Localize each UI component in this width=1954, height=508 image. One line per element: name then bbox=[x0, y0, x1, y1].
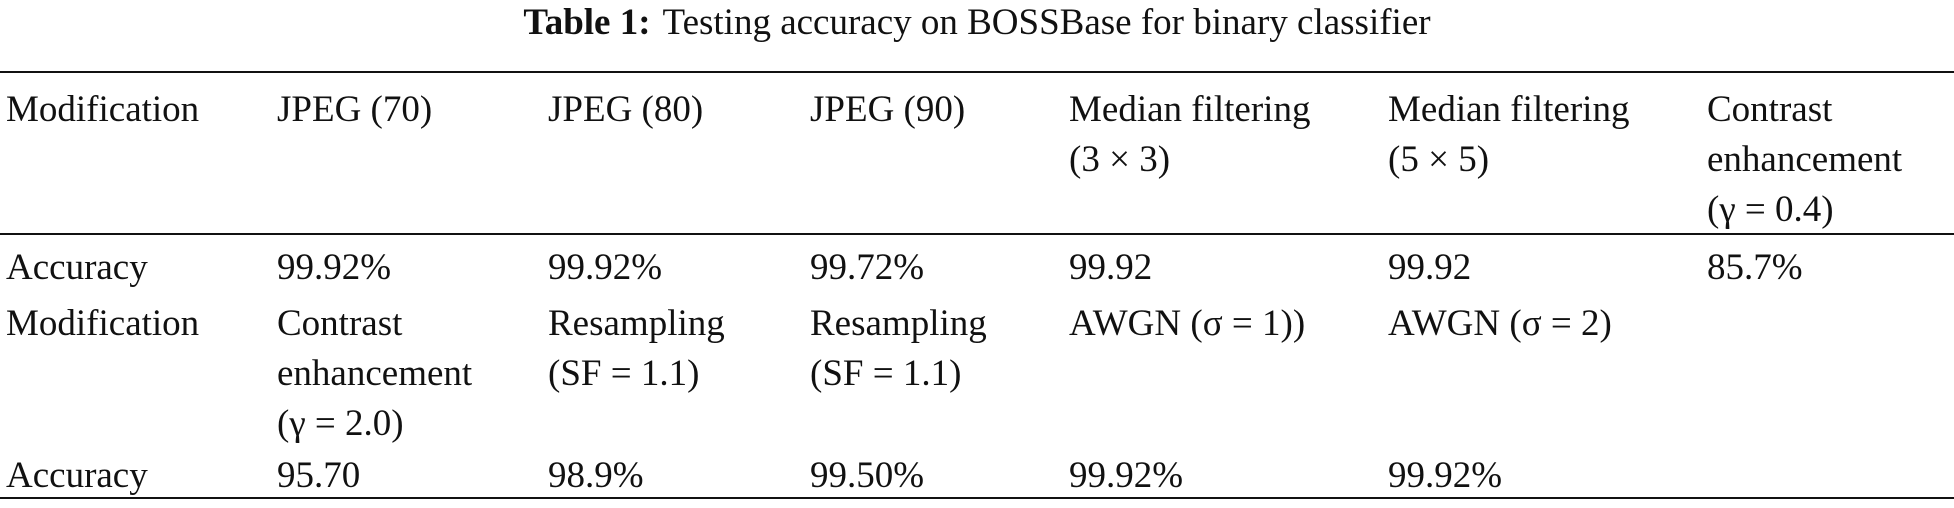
cell-text: 99.92% bbox=[1069, 455, 1184, 496]
cell-text: (5 × 5) bbox=[1388, 139, 1490, 180]
cell-text: AWGN (σ = 2) bbox=[1388, 303, 1612, 344]
cell-text: 99.72% bbox=[810, 247, 925, 288]
cell-text: 98.9% bbox=[548, 455, 644, 496]
top-rule bbox=[0, 71, 1954, 73]
cell-text: (3 × 3) bbox=[1069, 139, 1171, 180]
cell-text: JPEG (90) bbox=[810, 89, 966, 130]
caption-text: Testing accuracy on BOSSBase for binary … bbox=[662, 2, 1431, 43]
cell-text: Modification bbox=[6, 89, 200, 130]
caption-label: Table 1: bbox=[523, 2, 651, 43]
cell-text: JPEG (80) bbox=[548, 89, 704, 130]
bottom-rule bbox=[0, 497, 1954, 499]
cell-text: (SF = 1.1) bbox=[810, 353, 962, 394]
cell-text: 99.92% bbox=[548, 247, 663, 288]
cell-text: 99.92 bbox=[1069, 247, 1153, 288]
cell-text: Accuracy bbox=[6, 247, 148, 288]
cell-text: enhancement bbox=[277, 353, 473, 394]
cell-text: Median filtering bbox=[1069, 89, 1311, 130]
cell-text: 99.50% bbox=[810, 455, 925, 496]
cell-text: Median filtering bbox=[1388, 89, 1630, 130]
cell-text: Resampling bbox=[810, 303, 987, 344]
cell-text: (SF = 1.1) bbox=[548, 353, 700, 394]
cell-text: (γ = 0.4) bbox=[1707, 189, 1834, 230]
cell-text: AWGN (σ = 1)) bbox=[1069, 303, 1306, 344]
cell-text: 95.70 bbox=[277, 455, 361, 496]
cell-text: Resampling bbox=[548, 303, 725, 344]
table-caption: Table 1: Testing accuracy on BOSSBase for… bbox=[0, 0, 1954, 46]
cell-text: 99.92 bbox=[1388, 247, 1472, 288]
cell-text: 99.92% bbox=[1388, 455, 1503, 496]
cell-text: Modification bbox=[6, 303, 200, 344]
cell-text: JPEG (70) bbox=[277, 89, 433, 130]
cell-text: 99.92% bbox=[277, 247, 392, 288]
cell-text: Contrast bbox=[1707, 89, 1833, 130]
cell-text: Contrast bbox=[277, 303, 403, 344]
cell-text: 85.7% bbox=[1707, 247, 1803, 288]
cell-text: Accuracy bbox=[6, 455, 148, 496]
cell-text: (γ = 2.0) bbox=[277, 403, 404, 444]
mid-rule bbox=[0, 233, 1954, 235]
cell-text: enhancement bbox=[1707, 139, 1903, 180]
